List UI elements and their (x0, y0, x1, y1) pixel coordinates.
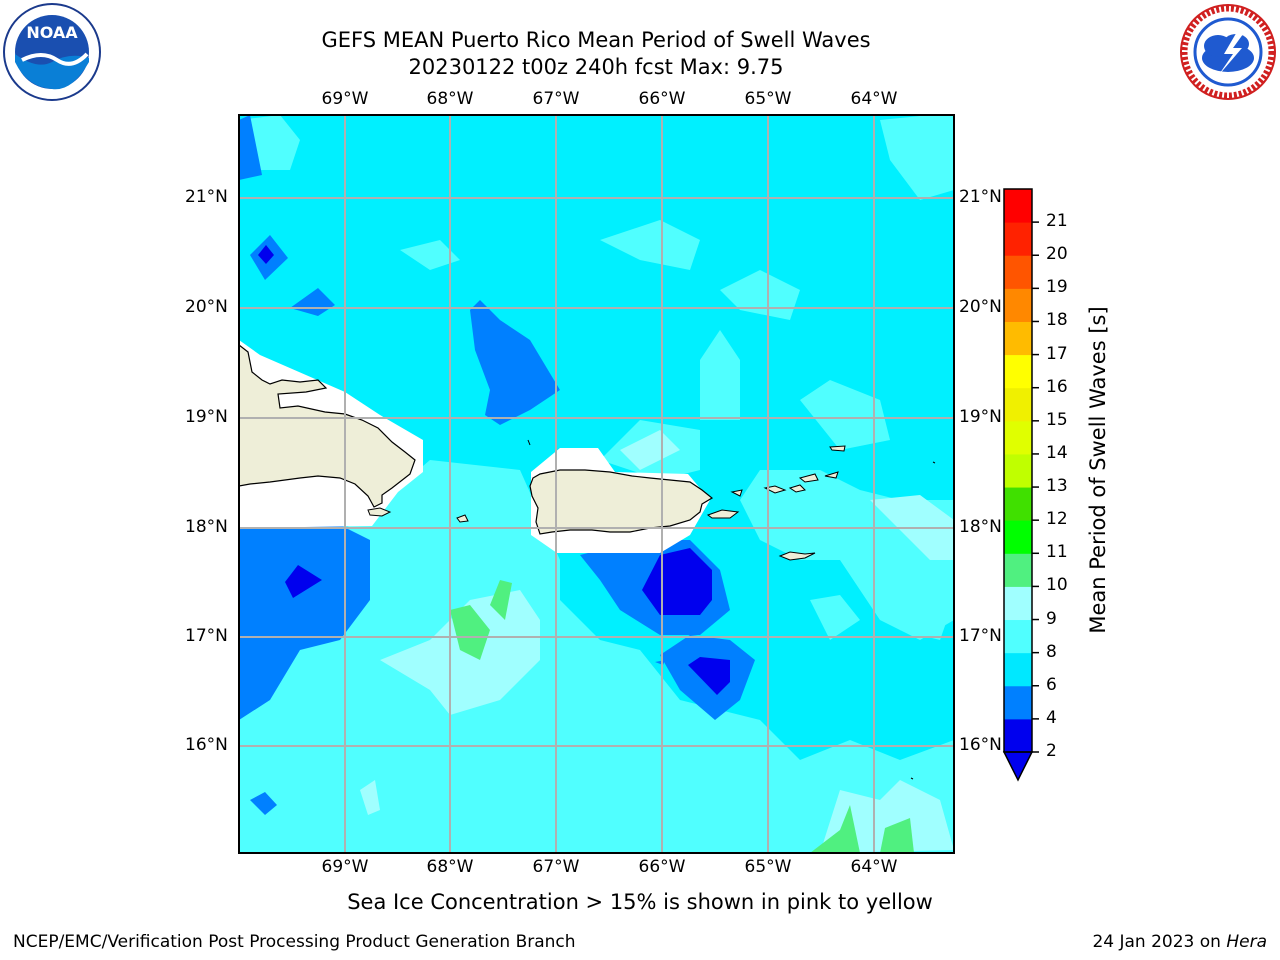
colorbar-bin (1004, 420, 1032, 455)
colorbar-tick-label: 9 (1046, 608, 1057, 629)
lat-label-right: 16°N (959, 735, 1002, 755)
st-thomas-island (763, 485, 787, 494)
lat-label-right: 20°N (959, 297, 1002, 317)
colorbar-tick-label: 8 (1046, 641, 1057, 662)
lon-label-top: 65°W (744, 89, 792, 109)
culebra-island (730, 489, 743, 497)
lat-label-left: 17°N (185, 626, 228, 646)
colorbar-bin (1004, 520, 1032, 554)
lon-label-top: 69°W (321, 89, 369, 109)
sea-ice-note: Sea Ice Concentration > 15% is shown in … (347, 890, 933, 914)
lon-label-top: 64°W (850, 89, 898, 109)
colorbar-tick-label: 10 (1046, 575, 1068, 596)
tortola-island (798, 473, 819, 483)
colorbar-frame (1003, 188, 1033, 753)
noaa-logo: NOAA (3, 3, 101, 101)
colorbar-tick-label: 15 (1046, 409, 1068, 430)
footer-date-text: 24 Jan 2023 on (1092, 932, 1227, 952)
st-john-island (788, 484, 806, 493)
colorbar-tick-label: 21 (1046, 211, 1068, 232)
lon-label-bottom: 66°W (638, 857, 686, 877)
st-croix-island (778, 551, 816, 561)
colorbar-bin (1004, 652, 1032, 687)
colorbar-bin (1004, 718, 1032, 753)
lat-label-right: 18°N (959, 517, 1002, 537)
colorbar-bin (1004, 321, 1032, 356)
colorbar-bin (1004, 288, 1032, 322)
lat-label-left: 21°N (185, 187, 228, 207)
colorbar-bin (1004, 354, 1032, 389)
desecheo-island (527, 439, 531, 446)
lat-label-right: 19°N (959, 407, 1002, 427)
colorbar-bin (1004, 619, 1032, 654)
lat-label-right: 21°N (959, 187, 1002, 207)
colorbar-tick-label: 16 (1046, 376, 1068, 397)
colorbar-bin (1004, 453, 1032, 488)
colorbar-tick-label: 13 (1046, 476, 1068, 497)
colorbar-title: Mean Period of Swell Waves [s] (1086, 306, 1110, 634)
footer-date: 24 Jan 2023 on Hera (1092, 932, 1267, 952)
isla-saona (367, 507, 392, 517)
lon-label-bottom: 68°W (426, 857, 474, 877)
lon-label-bottom: 67°W (532, 857, 580, 877)
lon-label-top: 68°W (426, 89, 474, 109)
small-island-east (932, 461, 936, 464)
colorbar-bin (1004, 387, 1032, 422)
chart-subtitle: 20230122 t00z 240h fcst Max: 9.75 (408, 55, 784, 79)
colorbar-tick-label: 11 (1046, 542, 1068, 563)
lat-label-left: 18°N (185, 517, 228, 537)
lon-label-bottom: 69°W (321, 857, 369, 877)
virgin-gorda-island (824, 471, 839, 479)
lat-label-left: 20°N (185, 297, 228, 317)
period-10-11-regions (450, 580, 914, 853)
colorbar-bin (1004, 553, 1032, 587)
chart-title: GEFS MEAN Puerto Rico Mean Period of Swe… (321, 28, 871, 52)
colorbar-bin (1004, 255, 1032, 289)
gridlines (239, 115, 954, 853)
footer-host: Hera (1226, 932, 1267, 952)
colorbar-under-arrow (1002, 751, 1034, 782)
colorbar-tick-label: 14 (1046, 442, 1068, 463)
small-island-southeast (910, 777, 914, 780)
colorbar-tick-label: 18 (1046, 310, 1068, 331)
colorbar-bin (1004, 685, 1032, 720)
mona-island (456, 514, 469, 523)
colorbar-bin (1004, 222, 1032, 256)
lon-label-bottom: 65°W (744, 857, 792, 877)
colorbar-tick-label: 19 (1046, 277, 1068, 298)
colorbar-tick-label: 17 (1046, 343, 1068, 364)
lon-label-bottom: 64°W (850, 857, 898, 877)
lat-label-right: 17°N (959, 626, 1002, 646)
lon-label-top: 67°W (532, 89, 580, 109)
lat-label-left: 16°N (185, 735, 228, 755)
lon-label-top: 66°W (638, 89, 686, 109)
colorbar-bin (1004, 189, 1032, 223)
puerto-rico-land (529, 469, 714, 535)
colorbar-bin (1004, 487, 1032, 521)
period-9-10-regions (360, 430, 954, 853)
map-frame (238, 114, 955, 854)
colorbar-tick-label: 2 (1046, 741, 1057, 761)
footer-credit: NCEP/EMC/Verification Post Processing Pr… (13, 932, 576, 952)
hispaniola-land (239, 344, 416, 508)
colorbar-tick-label: 12 (1046, 509, 1068, 530)
colorbar-bin (1004, 586, 1032, 621)
lat-label-left: 19°N (185, 407, 228, 427)
vieques-island (706, 509, 740, 519)
nws-logo (1180, 4, 1276, 100)
svg-text:NOAA: NOAA (26, 23, 78, 42)
colorbar-tick-label: 20 (1046, 244, 1068, 265)
colorbar-tick-label: 6 (1046, 674, 1057, 695)
anegada-island (829, 445, 846, 452)
colorbar-tick-label: 4 (1046, 707, 1057, 728)
